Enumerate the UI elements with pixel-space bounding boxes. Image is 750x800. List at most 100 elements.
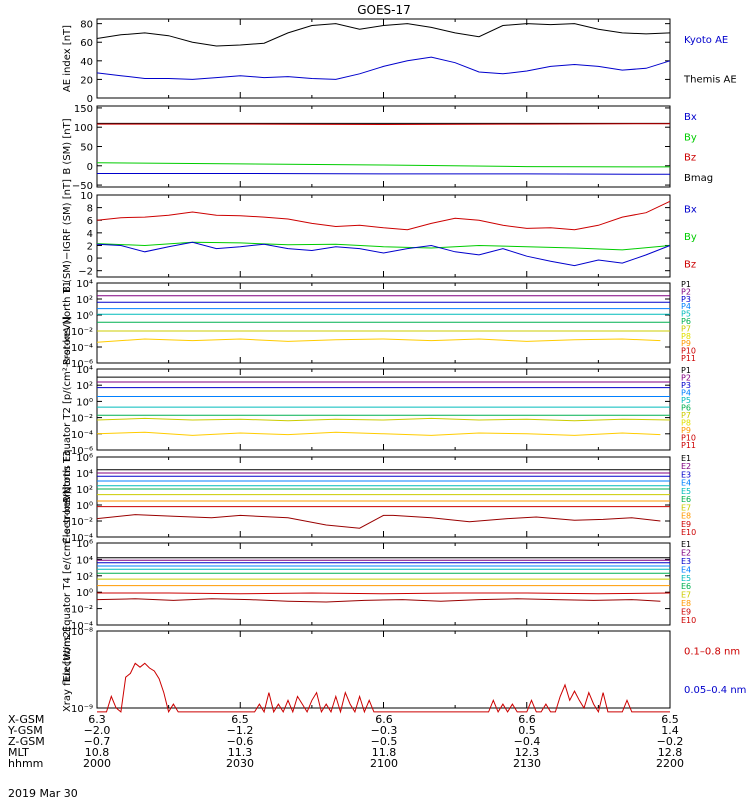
series-bz [97,123,671,126]
chart-title: GOES-17 [357,3,411,17]
legend-entry: P4 [681,302,691,311]
legend-entry: E10 [681,528,696,537]
footer-value: 6.5 [231,713,249,726]
legend-entry: E1 [681,540,691,549]
legend-entry: P1 [681,366,691,375]
y-axis-label: Electrons Equator T4 [e/(cm²-s-sr-keV)] [62,486,73,681]
y-tick-label: 10⁰ [76,397,93,408]
legend-entry: E7 [681,503,691,512]
legend-entry: P9 [681,426,691,435]
y-tick-label: 60 [80,38,93,49]
y-tick-label: 10⁻⁸ [71,627,93,638]
legend-entry: Bmag [684,173,713,184]
legend-entry: P10 [681,347,696,356]
series-bx [97,173,671,175]
footer-value: 2200 [656,757,684,770]
legend-entry: P1 [681,280,691,289]
y-tick-label: 10⁴ [76,365,93,376]
series-p8 [96,338,661,343]
y-axis-label: AE index [nT] [62,25,73,92]
legend-entry: P7 [681,411,691,420]
legend-entry: P7 [681,324,691,333]
y-tick-label: 10⁻⁴ [71,343,93,354]
footer-row-label: X-GSM [8,713,44,726]
y-axis-label: B (SM) [nT] [62,118,73,174]
series-e10 [96,598,661,603]
y-tick-label: 10⁻² [71,605,93,616]
footer-value: 2100 [370,757,398,770]
legend-entry: E10 [681,616,696,625]
y-tick-label: 100 [74,123,93,134]
legend-entry: E5 [681,487,691,496]
y-tick-label: 10⁰ [76,501,93,512]
panel-frame [96,194,671,278]
legend-entry: P4 [681,389,691,398]
footer-value: −0.2 [657,735,684,748]
y-tick-label: 10⁻⁴ [71,621,93,632]
legend-entry: E4 [681,479,691,488]
legend-entry: Bx [684,112,697,123]
y-axis-label: Electrons North T3 [62,450,73,543]
panel-frame [96,630,671,709]
legend-entry: By [684,132,697,143]
panel-frame [96,18,671,99]
legend-entry: 0.05–0.4 nm [684,685,746,696]
legend-entry: 0.1–0.8 nm [684,646,740,657]
legend-entry: Bz [684,259,696,270]
y-tick-label: 10⁻⁶ [71,359,93,370]
y-tick-label: 10 [80,191,93,202]
y-axis-label: Protons North T1 [62,281,73,365]
y-tick-label: 10⁻² [71,414,93,425]
footer-value: −0.3 [371,724,398,737]
y-tick-label: 10⁻⁴ [71,533,93,544]
legend-entry: By [684,232,697,243]
legend-entry: P6 [681,404,691,413]
y-tick-label: 4 [87,229,93,240]
legend-entry: P2 [681,287,691,296]
y-tick-label: 80 [80,20,93,31]
legend-entry: E6 [681,495,691,504]
y-axis-label: Protons Equator T2 [p/(cm²-s-sr-keV)] [62,316,73,503]
y-tick-label: 2 [87,241,93,252]
footer-value: 6.3 [88,713,106,726]
legend-entry: E7 [681,591,691,600]
y-tick-label: 10⁰ [76,311,93,322]
y-tick-label: −50 [72,181,93,192]
series-by [96,162,671,168]
legend-entry: P2 [681,374,691,383]
y-axis-label: B (SM)−IGRF (SM) [nT] [62,179,73,293]
y-tick-label: 10⁻⁶ [71,446,93,457]
y-tick-label: 0 [87,254,93,265]
legend-entry: E2 [681,548,691,557]
footer-row-label: hhmm [8,757,43,770]
y-tick-label: 10⁻⁴ [71,430,93,441]
footer-row-label: MLT [8,746,29,759]
legend-entry: P6 [681,317,691,326]
legend-entry: E4 [681,565,691,574]
legend-entry: Themis AE [683,74,737,85]
legend-entry: P5 [681,310,691,319]
y-tick-label: 40 [80,57,93,68]
y-tick-label: 10⁰ [76,588,93,599]
legend-entry: Bz [684,153,696,164]
legend-entry: E1 [681,454,691,463]
footer-value: 10.8 [85,746,110,759]
y-tick-label: 10⁴ [76,469,93,480]
legend-entry: P8 [681,332,691,341]
footer-value: 12.3 [515,746,540,759]
panel-frame [96,105,671,188]
series-by [96,241,671,251]
panel-frame [96,368,671,451]
y-tick-label: 6 [87,216,93,227]
series-bx [96,241,671,267]
legend-entry: P10 [681,434,696,443]
footer-value: 6.6 [375,713,393,726]
legend-entry: E3 [681,470,691,479]
